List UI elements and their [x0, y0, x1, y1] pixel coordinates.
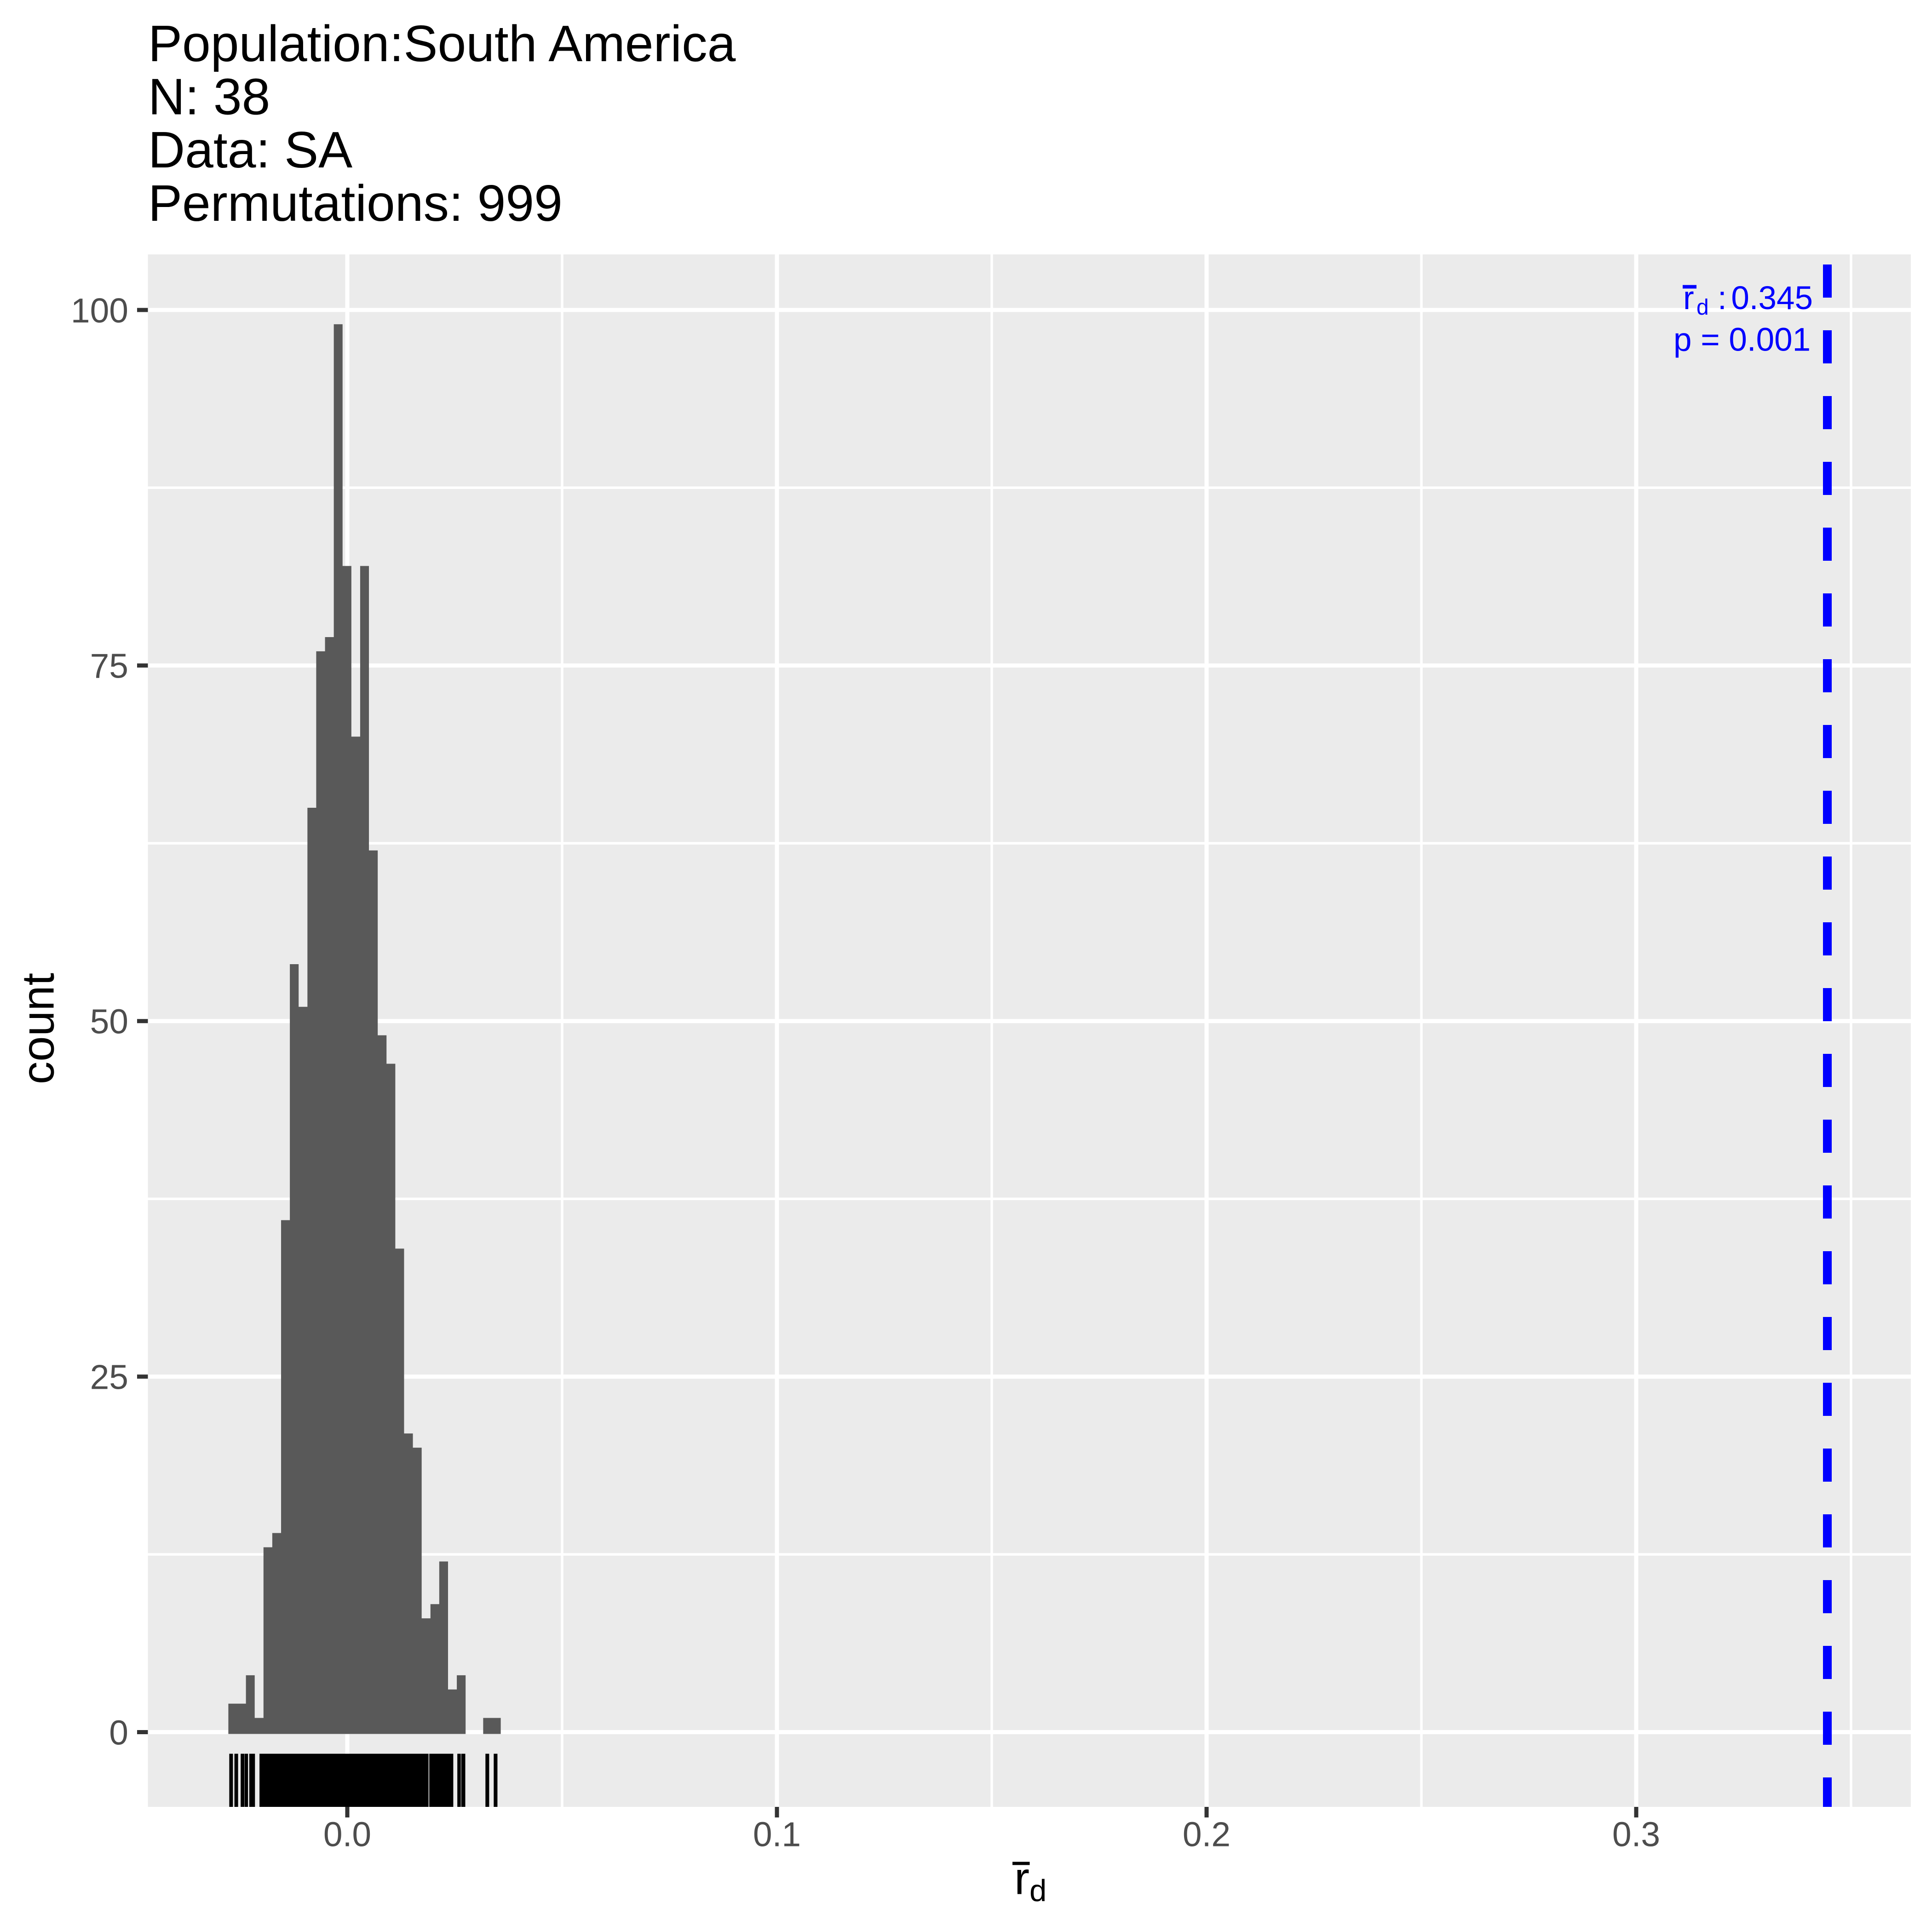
svg-text:0.0: 0.0: [323, 1815, 371, 1854]
svg-text:Permutations: 999: Permutations: 999: [148, 175, 563, 232]
svg-text:0.2: 0.2: [1183, 1815, 1230, 1854]
svg-text:Data: SA: Data: SA: [148, 121, 352, 178]
svg-text:75: 75: [90, 647, 128, 685]
svg-text:25: 25: [90, 1358, 128, 1397]
svg-text:r: r: [1683, 280, 1694, 316]
svg-text:0.345: 0.345: [1731, 280, 1813, 316]
svg-text:count: count: [12, 973, 63, 1084]
svg-text:p = 0.001: p = 0.001: [1673, 322, 1811, 358]
svg-text:0.1: 0.1: [753, 1815, 801, 1854]
svg-text:0: 0: [109, 1713, 128, 1752]
svg-text:50: 50: [90, 1002, 128, 1041]
svg-text:d: d: [1029, 1874, 1046, 1908]
svg-text::: :: [1718, 280, 1727, 316]
svg-text:r: r: [1014, 1852, 1029, 1903]
svg-text:N: 38: N: 38: [148, 69, 270, 126]
svg-text:Population:South America: Population:South America: [148, 15, 736, 72]
svg-text:0.3: 0.3: [1612, 1815, 1660, 1854]
svg-text:100: 100: [71, 291, 128, 330]
svg-text:d: d: [1696, 295, 1709, 320]
